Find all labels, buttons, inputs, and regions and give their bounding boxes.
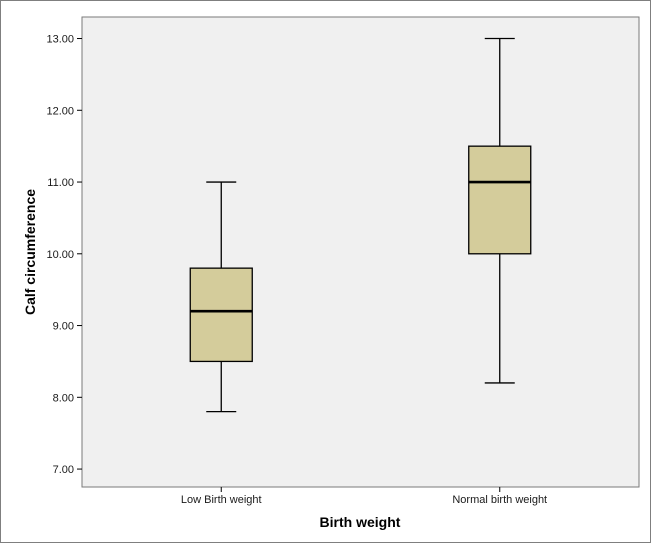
iqr-box — [468, 145, 532, 255]
y-tick-label: 7.00 — [53, 464, 74, 476]
y-tick-label: 8.00 — [53, 392, 74, 404]
plot-area — [81, 16, 640, 488]
y-axis-title: Calf circumference — [22, 189, 38, 315]
y-tick-label: 10.00 — [46, 249, 74, 261]
y-axis-ticks: 7.00 8.00 9.00 10.00 11.00 12.00 13.00 — [46, 34, 82, 476]
y-tick-label: 9.00 — [53, 321, 74, 333]
x-axis-title: Birth weight — [320, 514, 401, 530]
x-tick-label: Low Birth weight — [181, 494, 262, 506]
box-1 — [189, 181, 253, 413]
box-2 — [468, 37, 532, 384]
iqr-box — [189, 267, 253, 363]
x-tick-label: Normal birth weight — [452, 494, 547, 506]
boxes — [189, 37, 532, 413]
y-tick-label: 13.00 — [46, 34, 74, 46]
y-tick-label: 12.00 — [46, 105, 74, 117]
x-axis-ticks: Low Birth weight Normal birth weight — [181, 487, 547, 506]
y-tick-label: 11.00 — [47, 177, 74, 189]
